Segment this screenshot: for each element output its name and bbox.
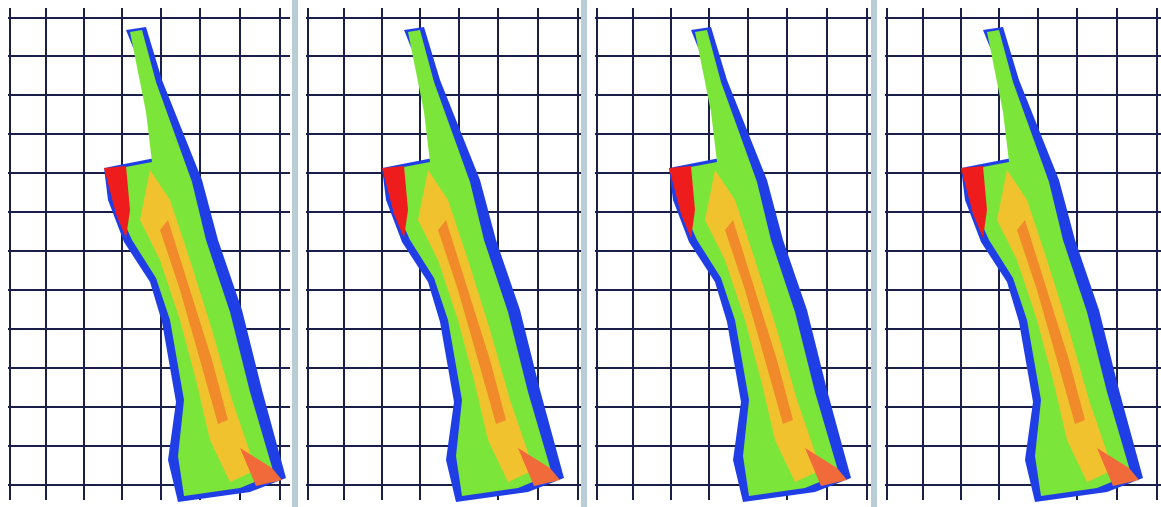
page: (() => { const data = JSON.parse(documen…	[0, 0, 1161, 507]
panel	[877, 0, 1161, 507]
panel	[0, 0, 292, 507]
panel	[298, 0, 590, 507]
figure	[0, 0, 1161, 507]
panel	[587, 0, 879, 507]
